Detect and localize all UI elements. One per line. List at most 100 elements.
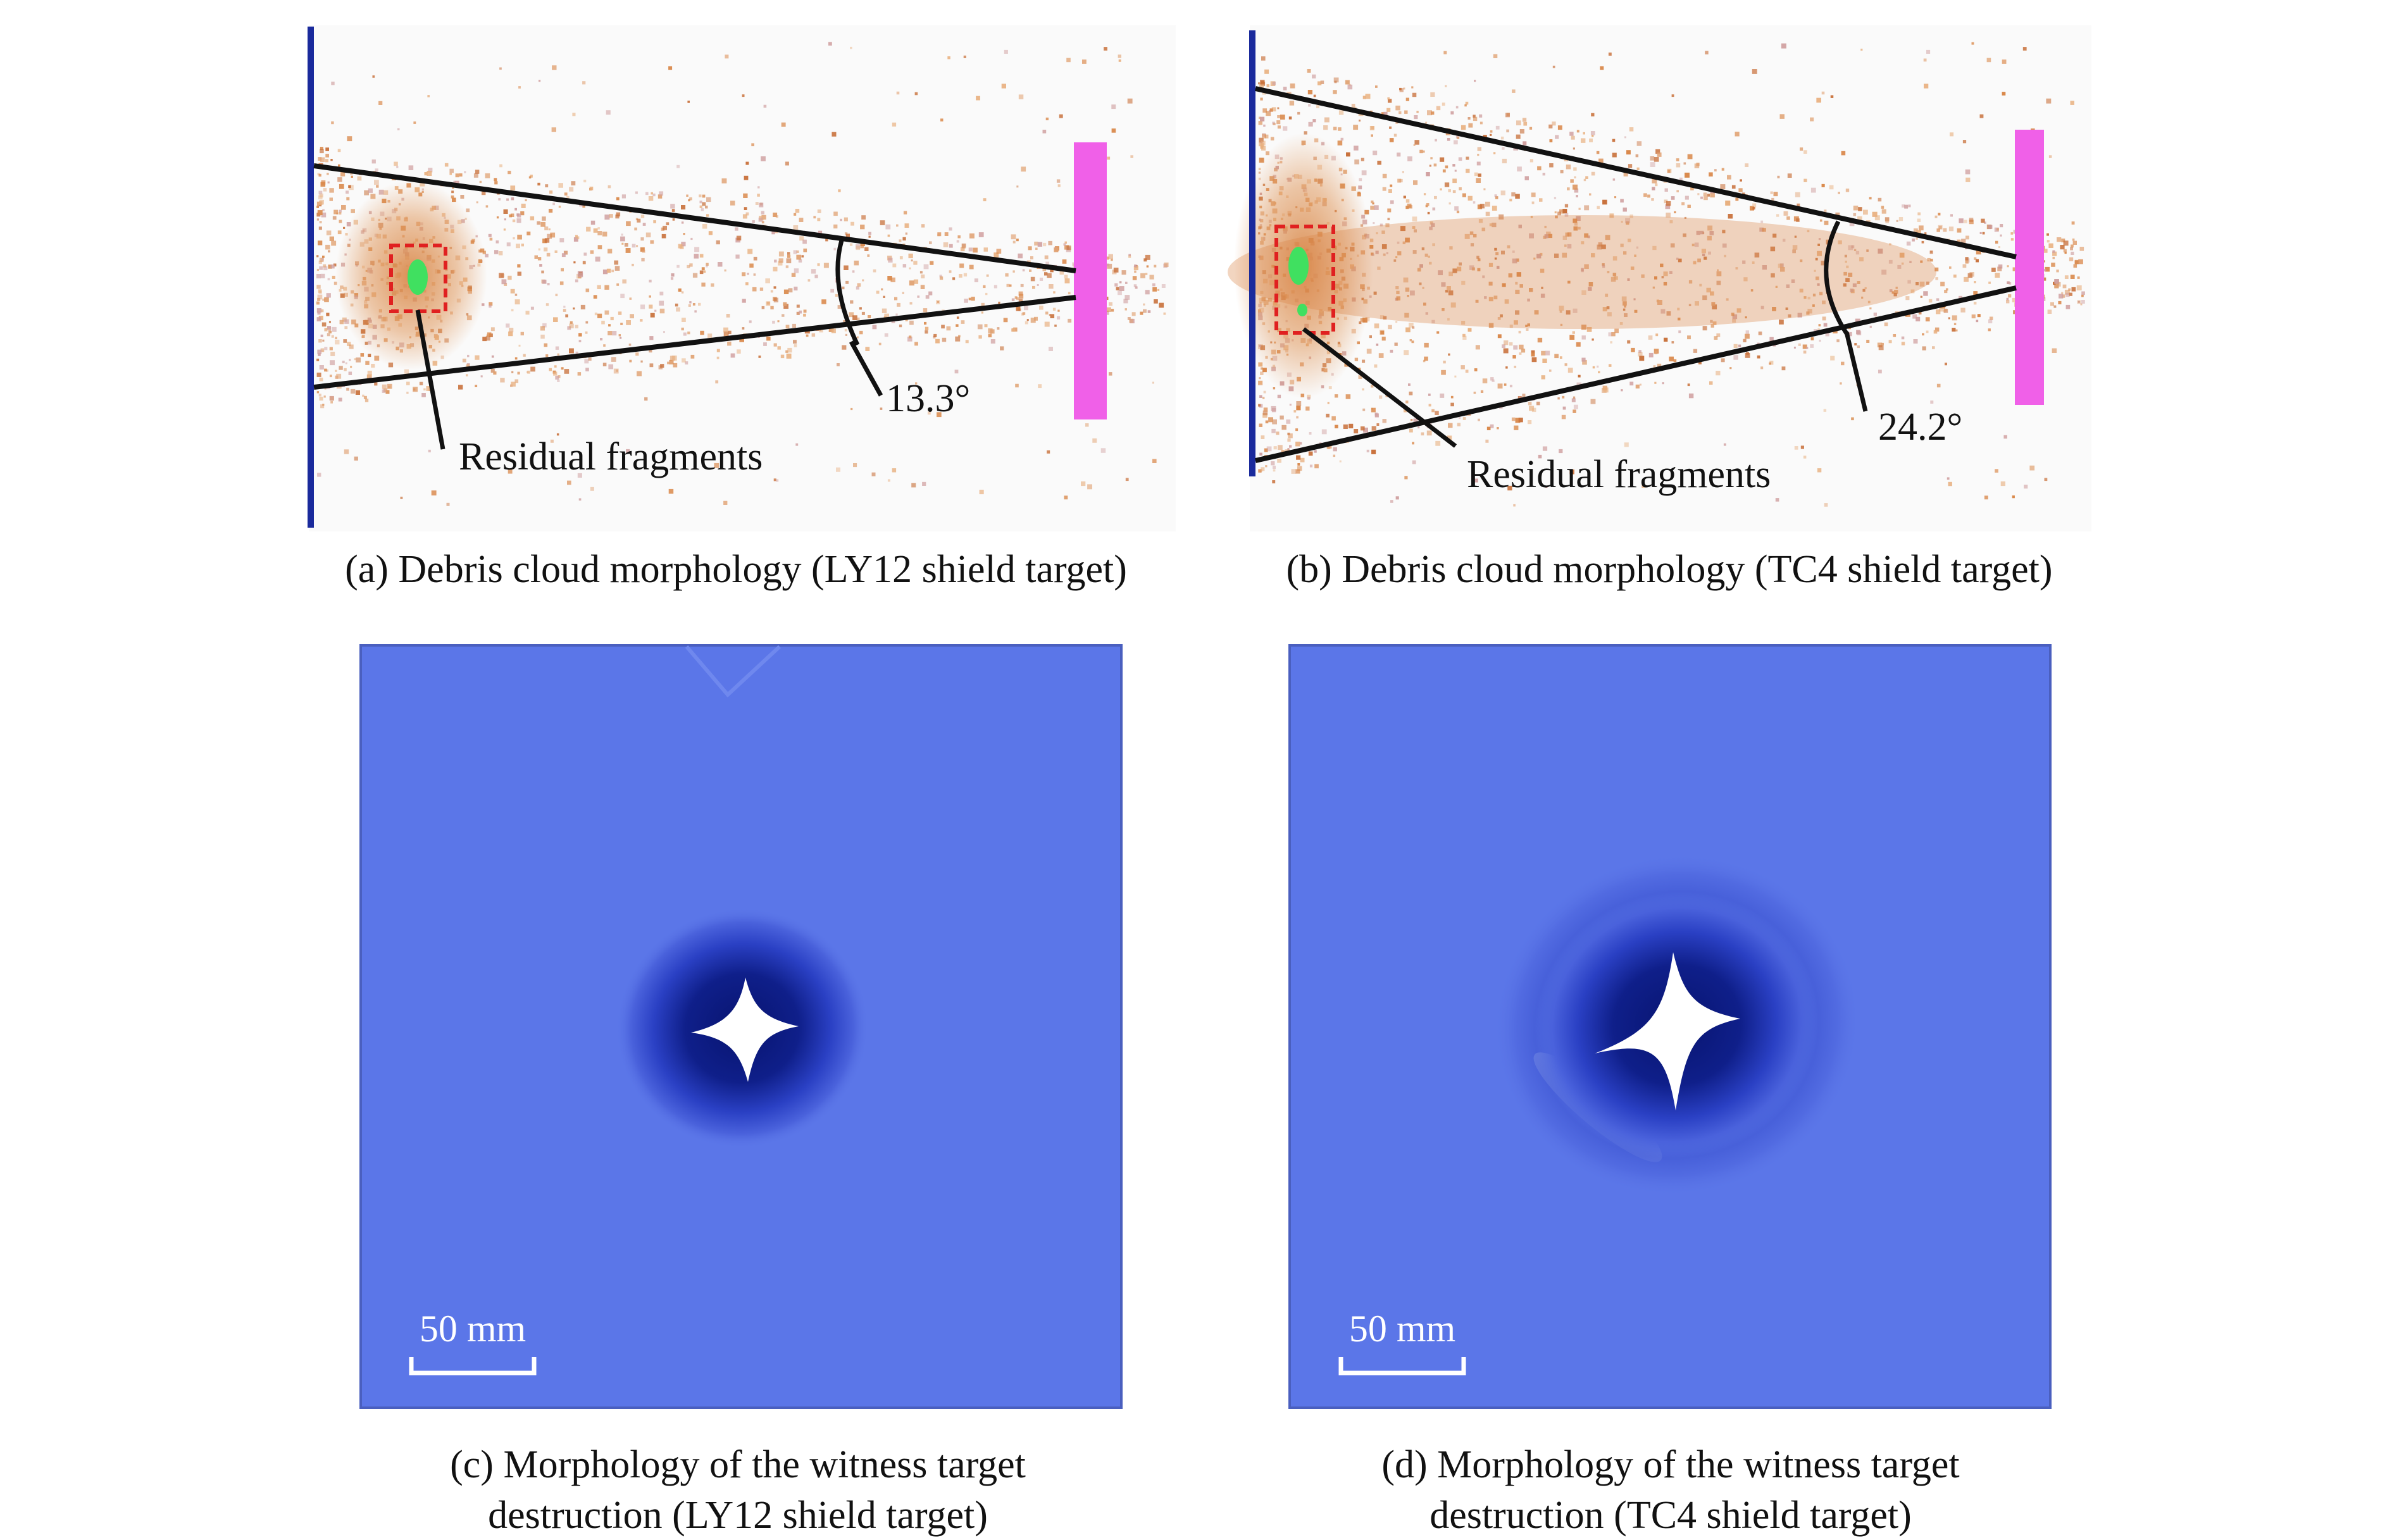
debris-particle	[397, 128, 400, 130]
debris-particle	[753, 273, 756, 276]
debris-particle	[1287, 438, 1291, 442]
debris-particle	[362, 394, 364, 397]
debris-particle	[1557, 211, 1561, 216]
debris-particle	[1576, 342, 1581, 347]
debris-particle	[649, 295, 651, 298]
debris-particle	[467, 354, 470, 357]
debris-particle	[894, 297, 898, 301]
debris-particle	[498, 251, 503, 256]
debris-particle	[1697, 258, 1701, 263]
debris-particle	[1848, 332, 1852, 337]
debris-particle	[1502, 147, 1505, 150]
debris-particle	[759, 202, 764, 208]
debris-particle	[1018, 299, 1023, 303]
debris-particle	[542, 323, 547, 328]
debris-particle	[1650, 156, 1655, 161]
debris-particle	[785, 325, 790, 329]
debris-particle	[862, 279, 864, 282]
debris-particle	[1507, 485, 1512, 491]
debris-particle	[475, 170, 480, 174]
debris-particle	[914, 342, 918, 346]
debris-particle	[339, 320, 344, 325]
debris-particle	[1589, 193, 1592, 196]
debris-particle	[1378, 353, 1384, 358]
debris-particle	[375, 168, 378, 172]
debris-particle	[1559, 356, 1562, 359]
debris-particle	[1260, 116, 1265, 121]
debris-particle	[1803, 456, 1807, 459]
debris-particle	[716, 349, 720, 352]
debris-particle	[1030, 318, 1036, 323]
debris-particle	[1732, 319, 1736, 323]
debris-particle	[2043, 269, 2046, 271]
debris-particle	[387, 383, 392, 389]
debris-particle	[1452, 268, 1457, 273]
debris-particle	[1390, 184, 1393, 187]
debris-particle	[1944, 290, 1948, 294]
debris-particle	[685, 361, 688, 365]
debris-particle	[917, 295, 920, 298]
debris-particle	[1824, 503, 1828, 507]
debris-particle	[1516, 134, 1521, 139]
debris-particle	[1452, 190, 1456, 194]
debris-particle	[555, 376, 559, 380]
debris-particle	[983, 247, 988, 252]
debris-particle	[1554, 253, 1559, 258]
debris-particle	[1995, 469, 1998, 473]
debris-particle	[500, 378, 505, 383]
debris-particle	[1648, 352, 1654, 357]
debris-particle	[1427, 211, 1430, 214]
debris-particle	[1272, 82, 1276, 85]
debris-particle	[1001, 84, 1006, 89]
debris-particle	[909, 280, 914, 286]
debris-particle	[913, 279, 919, 284]
debris-particle	[1358, 185, 1362, 190]
debris-particle	[1395, 286, 1399, 290]
debris-particle	[1335, 425, 1338, 428]
debris-particle	[521, 244, 524, 247]
debris-particle	[1866, 249, 1869, 252]
debris-particle	[1997, 266, 2002, 271]
debris-particle	[1324, 117, 1330, 123]
debris-particle	[1066, 58, 1071, 63]
debris-particle	[1297, 466, 1302, 471]
debris-particle	[1371, 126, 1374, 130]
debris-particle	[1288, 433, 1293, 438]
debris-particle	[1607, 312, 1612, 317]
debris-particle	[1459, 187, 1462, 190]
top-notch-c	[685, 645, 782, 698]
debris-particle	[1707, 225, 1713, 231]
debris-particle	[1477, 147, 1481, 151]
debris-particle	[1515, 282, 1518, 285]
debris-particle	[1259, 395, 1262, 398]
debris-particle	[1731, 313, 1735, 316]
debris-particle	[1441, 369, 1446, 375]
debris-particle	[1454, 375, 1457, 378]
debris-particle	[323, 266, 328, 271]
debris-particle	[1714, 169, 1717, 171]
debris-particle	[1464, 104, 1467, 107]
debris-particle	[547, 233, 552, 239]
debris-particle	[1716, 271, 1722, 276]
debris-particle	[316, 308, 321, 313]
debris-particle	[331, 121, 334, 125]
debris-particle	[981, 302, 985, 307]
debris-particle	[1312, 119, 1316, 123]
debris-particle	[2080, 303, 2083, 306]
debris-particle	[329, 375, 332, 378]
debris-particle	[1405, 199, 1410, 203]
debris-particle	[1671, 94, 1674, 97]
debris-particle	[321, 258, 324, 261]
debris-particle	[1296, 416, 1299, 419]
debris-particle	[1841, 361, 1845, 366]
debris-particle	[616, 197, 620, 201]
debris-particle	[1435, 440, 1441, 446]
debris-particle	[706, 197, 711, 202]
debris-particle	[1562, 235, 1567, 240]
debris-particle	[892, 468, 897, 473]
debris-particle	[320, 149, 324, 154]
debris-particle	[1340, 137, 1343, 141]
debris-particle	[2070, 101, 2074, 105]
debris-particle	[716, 240, 720, 245]
debris-particle	[1529, 406, 1535, 411]
